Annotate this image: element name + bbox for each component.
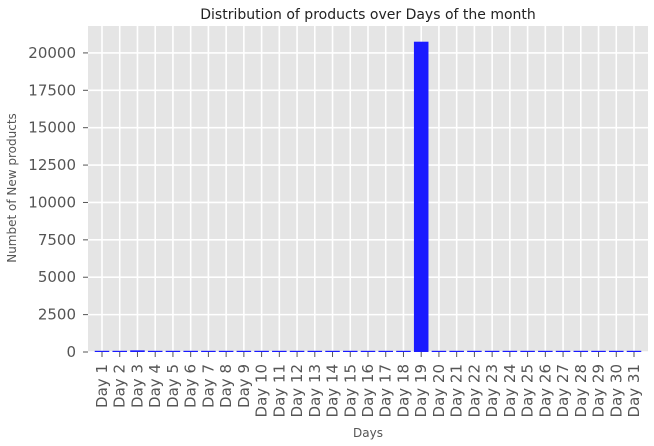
bars-group	[94, 41, 642, 352]
x-tick-label: Day 9	[235, 364, 253, 408]
y-tick-label: 12500	[28, 156, 76, 174]
bar-day-24	[502, 350, 518, 352]
x-tick-label: Day 3	[128, 364, 146, 408]
x-axis-label: Days	[353, 426, 383, 440]
x-tick-label: Day 23	[483, 364, 501, 417]
bar-day-17	[378, 350, 394, 352]
x-tick-label: Day 30	[607, 364, 625, 417]
y-tick-label: 7500	[38, 231, 76, 249]
bar-day-20	[431, 350, 447, 352]
x-tick-label: Day 29	[590, 364, 608, 417]
bar-day-15	[342, 350, 358, 352]
bar-day-1	[94, 350, 110, 352]
x-tick-label: Day 25	[519, 364, 537, 417]
chart-title: Distribution of products over Days of th…	[200, 7, 536, 23]
x-tick-label: Day 14	[324, 364, 342, 417]
bar-day-11	[272, 350, 287, 352]
x-tick-label: Day 5	[164, 364, 182, 408]
bar-day-10	[254, 350, 269, 352]
x-tick-label: Day 12	[288, 364, 306, 417]
x-tick-label: Day 8	[217, 364, 235, 408]
bar-day-3	[130, 350, 145, 352]
bar-day-13	[307, 350, 323, 352]
bar-day-25	[520, 350, 535, 352]
bar-day-27	[555, 350, 571, 352]
grid-lines	[88, 26, 648, 353]
x-tick-label: Day 18	[394, 364, 412, 417]
y-tick-label: 2500	[38, 306, 76, 324]
y-axis-label: Numbet of New products	[5, 113, 19, 263]
x-tick-label: Day 28	[572, 364, 590, 417]
y-tick-label: 17500	[28, 81, 76, 99]
bar-day-28	[573, 350, 589, 352]
x-tick-label: Day 17	[377, 364, 395, 417]
bar-day-16	[360, 350, 376, 352]
x-tick-label: Day 15	[341, 364, 359, 417]
bar-day-6	[183, 350, 198, 352]
x-tick-label: Day 11	[270, 364, 288, 417]
x-tick-label: Day 2	[111, 364, 129, 408]
y-tick-label: 10000	[28, 193, 76, 211]
bar-day-12	[289, 350, 305, 352]
bar-day-23	[484, 350, 500, 352]
bar-day-4	[147, 350, 163, 352]
x-tick-label: Day 10	[253, 364, 271, 417]
y-axis-ticks: 0 2500 5000 7500 10000 12500 15000 17500 20000	[28, 44, 88, 361]
bar-day-29	[591, 350, 606, 352]
bar-day-31	[626, 350, 642, 352]
x-tick-label: Day 13	[306, 364, 324, 417]
bar-day-2	[112, 350, 128, 352]
bar-day-21	[449, 350, 464, 352]
x-tick-label: Day 31	[625, 364, 643, 417]
bar-day-14	[325, 350, 340, 352]
bar-day-26	[538, 350, 553, 352]
bar-day-19	[413, 41, 429, 352]
x-tick-label: Day 4	[146, 364, 164, 408]
bar-day-22	[467, 350, 482, 352]
x-tick-label: Day 22	[465, 364, 483, 417]
y-tick-label: 5000	[38, 268, 76, 286]
x-tick-label: Day 21	[448, 364, 466, 417]
bar-day-5	[165, 350, 181, 352]
x-tick-label: Day 20	[430, 364, 448, 417]
x-tick-label: Day 19	[412, 364, 430, 417]
x-tick-label: Day 1	[93, 364, 111, 408]
y-tick-label: 0	[66, 343, 76, 361]
bar-day-30	[608, 350, 624, 352]
bar-day-18	[396, 350, 411, 352]
y-tick-label: 15000	[28, 119, 76, 137]
x-tick-label: Day 6	[182, 364, 200, 408]
x-tick-label: Day 26	[536, 364, 554, 417]
y-tick-label: 20000	[28, 44, 76, 62]
x-axis-ticks: Day 1 Day 2 Day 3 Day 4 Day 5 Day 6 Day 7 Day 8…	[93, 352, 643, 417]
x-tick-label: Day 16	[359, 364, 377, 417]
x-tick-label: Day 24	[501, 364, 519, 417]
x-tick-label: Day 7	[199, 364, 217, 408]
x-tick-label: Day 27	[554, 364, 572, 417]
bar-day-9	[236, 350, 252, 352]
bar-day-7	[201, 350, 216, 352]
bar-day-8	[218, 350, 234, 352]
